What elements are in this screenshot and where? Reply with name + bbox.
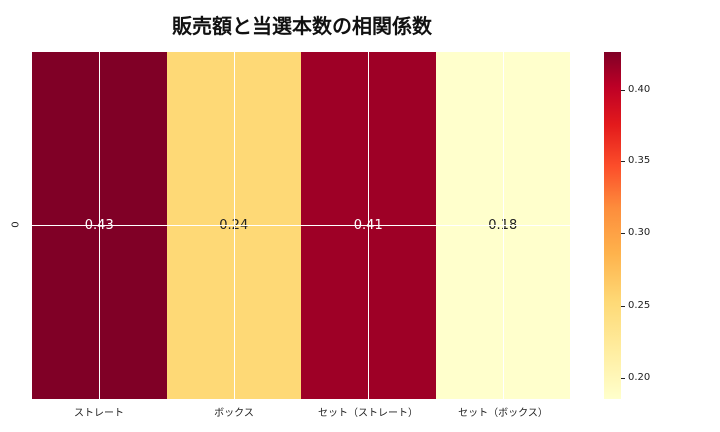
colorbar-tick [621,161,625,162]
grid-line [99,52,100,407]
colorbar-tick [621,90,625,91]
colorbar-tick [621,378,625,379]
colorbar-tick-label: 0.30 [628,227,651,238]
grid-line [234,52,235,407]
grid-line [27,225,570,226]
chart-title: 販売額と当選本数の相関係数 [172,14,432,38]
x-tick-label: セット（ボックス） [458,408,548,419]
colorbar-tick-label: 0.25 [628,300,651,311]
y-tick-label: 0 [10,221,22,228]
colorbar [604,52,621,399]
x-tick-label: セット（ストレート） [318,408,418,419]
grid-line [503,52,504,407]
colorbar-tick [621,306,625,307]
colorbar-tick [621,233,625,234]
colorbar-tick-label: 0.35 [628,155,651,166]
colorbar-tick-label: 0.20 [628,372,651,383]
x-tick-label: ボックス [214,408,254,419]
grid-line [368,52,369,407]
colorbar-tick-label: 0.40 [628,84,651,95]
x-tick-label: ストレート [74,408,124,419]
